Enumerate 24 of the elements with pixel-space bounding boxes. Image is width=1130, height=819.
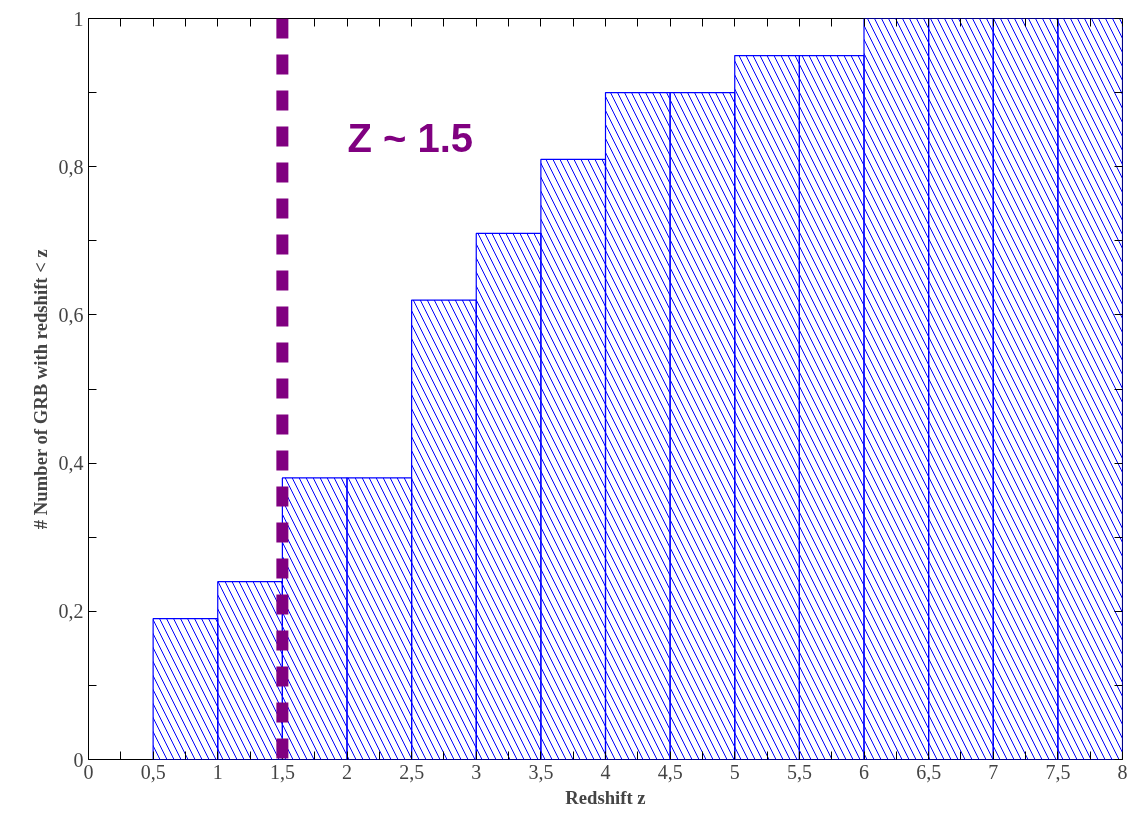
x-tick-label: 2,5 xyxy=(399,760,425,783)
x-tick-label: 6 xyxy=(859,760,869,783)
x-tick-label: 3 xyxy=(471,760,482,783)
x-tick-label: 7,5 xyxy=(1045,760,1071,783)
x-tick-label: 1 xyxy=(212,760,223,783)
x-tick-label: 3,5 xyxy=(528,760,554,783)
y-tick-label: 0,4 xyxy=(58,452,84,475)
y-tick-label: 0,6 xyxy=(58,303,84,326)
x-tick-label: 4 xyxy=(600,760,611,783)
x-tick-label: 2 xyxy=(342,760,352,783)
y-tick-label: 0,2 xyxy=(58,600,84,623)
y-tick-label: 1 xyxy=(73,7,84,30)
y-axis-title: # Number of GRB with redshift < z xyxy=(29,249,51,530)
x-axis-title: Redshift z xyxy=(565,786,646,808)
ref-line-label: Z ~ 1.5 xyxy=(347,115,473,160)
x-tick-label: 5,5 xyxy=(786,760,812,783)
x-tick-label: 1,5 xyxy=(269,760,295,783)
x-tick-label: 5 xyxy=(729,760,740,783)
x-tick-label: 4,5 xyxy=(657,760,683,783)
x-tick-label: 8 xyxy=(1117,760,1128,783)
x-tick-label: 7 xyxy=(988,760,999,783)
x-tick-label: 6,5 xyxy=(916,760,942,783)
y-tick-label: 0,8 xyxy=(58,155,84,178)
x-tick-label: 0,5 xyxy=(140,760,166,783)
